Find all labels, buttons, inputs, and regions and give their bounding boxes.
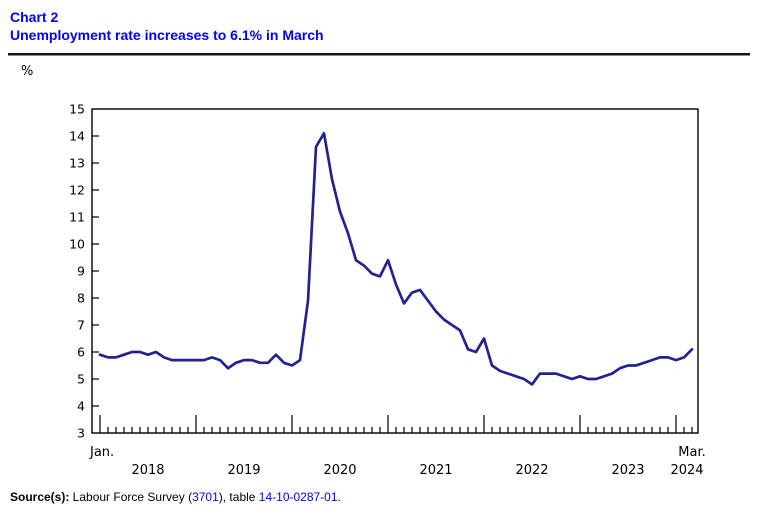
chart-title: Unemployment rate increases to 6.1% in M… bbox=[10, 27, 324, 43]
chart-number: Chart 2 bbox=[10, 9, 59, 25]
y-tick-label: 9 bbox=[77, 264, 85, 279]
y-axis-unit-label: % bbox=[21, 64, 34, 79]
y-tick-label: 8 bbox=[77, 291, 85, 306]
plot-frame bbox=[91, 108, 699, 434]
y-tick-label: 6 bbox=[77, 345, 85, 360]
source-text-1: Labour Force Survey ( bbox=[69, 490, 193, 504]
chart-header: Chart 2 Unemployment rate increases to 6… bbox=[10, 8, 750, 44]
x-year-label: 2023 bbox=[611, 463, 644, 478]
title-divider bbox=[8, 53, 750, 56]
y-tick-label: 3 bbox=[77, 426, 85, 441]
x-year-label: 2024 bbox=[670, 463, 703, 478]
x-first-month-label: Jan. bbox=[89, 445, 114, 460]
y-tick-label: 13 bbox=[69, 156, 85, 171]
source-link-survey-number[interactable]: 3701 bbox=[192, 490, 219, 504]
source-prefix: Source(s): bbox=[10, 490, 70, 504]
x-year-label: 2022 bbox=[515, 463, 548, 478]
y-tick-label: 14 bbox=[69, 129, 85, 144]
x-year-label: 2018 bbox=[131, 463, 164, 478]
x-year-label: 2021 bbox=[419, 463, 452, 478]
x-year-label: 2020 bbox=[323, 463, 356, 478]
y-tick-label: 11 bbox=[69, 210, 85, 225]
y-tick-label: 4 bbox=[77, 399, 85, 414]
y-tick-label: 12 bbox=[69, 183, 85, 198]
y-tick-label: 7 bbox=[77, 318, 85, 333]
source-text-2: ), table bbox=[218, 490, 259, 504]
x-last-month-label: Mar. bbox=[678, 445, 705, 460]
source-text-3: . bbox=[337, 490, 341, 504]
source-link-table-number[interactable]: 14-10-0287-01 bbox=[258, 490, 338, 504]
y-tick-label: 10 bbox=[69, 237, 85, 252]
x-year-label: 2019 bbox=[227, 463, 260, 478]
y-tick-label: 5 bbox=[77, 372, 85, 387]
unemployment-rate-line bbox=[98, 131, 694, 386]
y-tick-label: 15 bbox=[69, 102, 85, 117]
source-line: Source(s): Labour Force Survey (3701), t… bbox=[10, 490, 750, 504]
